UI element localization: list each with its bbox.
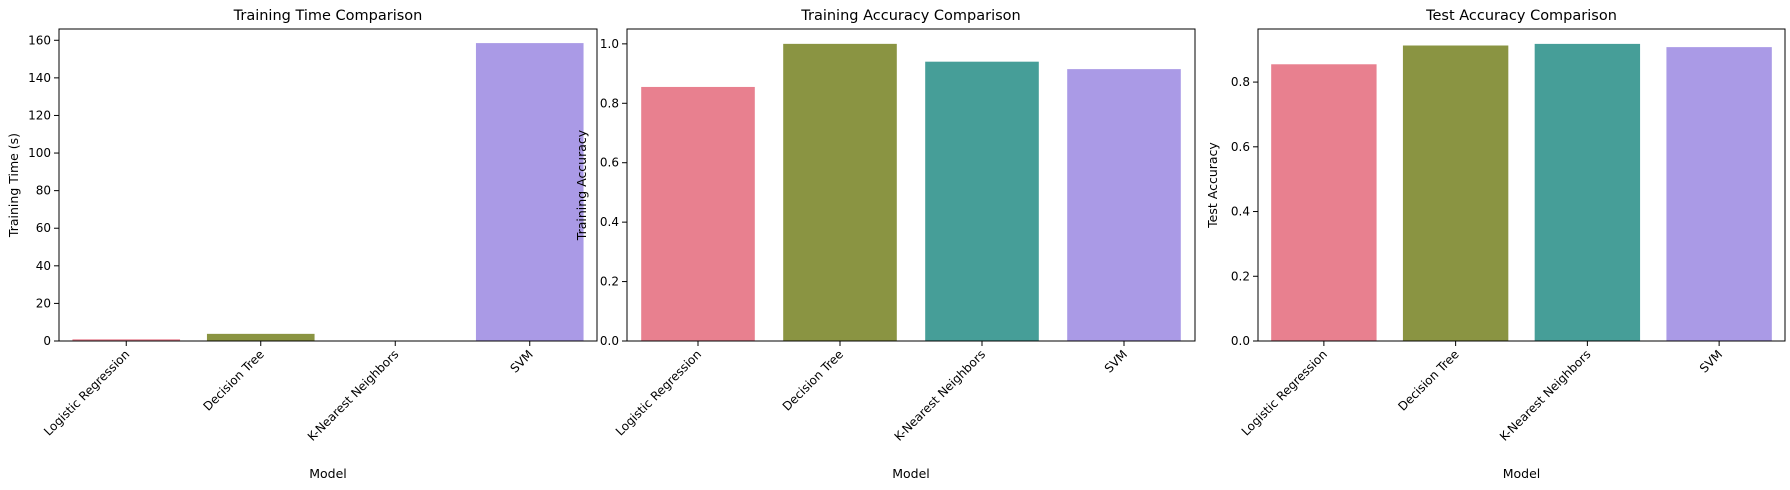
plot-frame — [626, 28, 1196, 342]
bar-2 — [783, 43, 897, 341]
y-tick-label: 0.8 — [1231, 75, 1250, 89]
bar-3 — [925, 61, 1039, 341]
y-tick-label: 0.0 — [1231, 334, 1250, 348]
x-tick-label: K-Nearest Neighbors — [892, 347, 989, 444]
x-ticks: Logistic Regression Decision Tree K-Neares… — [41, 341, 536, 444]
y-tick-label: 0.6 — [600, 156, 619, 170]
y-tick-label: 140 — [28, 71, 51, 85]
x-axis-label: Model — [309, 466, 347, 481]
bar-4 — [1666, 47, 1772, 341]
x-ticks: Logistic Regression Decision Tree K-Neares… — [1239, 341, 1725, 444]
y-tick-label: 0 — [43, 334, 51, 348]
y-tick-label: 0.4 — [1231, 205, 1250, 219]
y-ticks: 0.0 0.2 0.4 0.6 0.8 — [1231, 75, 1258, 348]
chart-title: Test Accuracy Comparison — [1425, 8, 1617, 24]
y-tick-label: 0.2 — [1231, 269, 1250, 283]
x-tick-label: Logistic Regression — [613, 347, 704, 438]
x-tick-label: SVM — [1697, 347, 1725, 375]
x-tick-label: SVM — [507, 347, 535, 375]
bar-1 — [1271, 64, 1377, 341]
bar-1 — [641, 86, 755, 341]
y-tick-label: 0.4 — [600, 215, 619, 229]
bars — [1271, 43, 1772, 341]
x-tick-label: Decision Tree — [1395, 347, 1461, 413]
bar-1 — [72, 339, 181, 341]
y-tick-label: 20 — [36, 296, 51, 310]
training-accuracy-chart: Training Accuracy Comparison Model Train… — [574, 8, 1196, 481]
x-ticks: Logistic Regression Decision Tree K-Neares… — [613, 341, 1130, 444]
y-ticks: 0.0 0.2 0.4 0.6 0.8 1.0 — [600, 37, 627, 348]
x-tick-label: SVM — [1102, 347, 1130, 375]
x-tick-label: Decision Tree — [780, 347, 846, 413]
y-tick-label: 1.0 — [600, 37, 619, 51]
x-tick-label: Decision Tree — [200, 347, 266, 413]
y-axis-label: Test Accuracy — [1205, 142, 1220, 229]
test-accuracy-chart: Test Accuracy Comparison Model Test Accu… — [1205, 8, 1786, 481]
y-tick-label: 60 — [36, 221, 51, 235]
plot-frame — [58, 28, 598, 342]
y-tick-label: 0.2 — [600, 275, 619, 289]
x-tick-label: K-Nearest Neighbors — [305, 347, 402, 444]
y-axis-label: Training Time (s) — [6, 133, 21, 238]
bar-4 — [1067, 69, 1181, 341]
x-axis-label: Model — [1503, 466, 1541, 481]
y-tick-label: 40 — [36, 259, 51, 273]
training-time-chart: Training Time Comparison Model Training … — [6, 8, 598, 481]
x-tick-label: K-Nearest Neighbors — [1497, 347, 1594, 444]
bar-4 — [475, 43, 584, 342]
x-tick-label: Logistic Regression — [41, 347, 132, 438]
y-tick-label: 0.0 — [600, 334, 619, 348]
y-tick-label: 80 — [36, 184, 51, 198]
y-tick-label: 120 — [28, 108, 51, 122]
bar-2 — [206, 333, 315, 341]
bars — [72, 43, 584, 342]
chart-title: Training Accuracy Comparison — [800, 8, 1020, 24]
y-tick-label: 100 — [28, 146, 51, 160]
x-tick-label: Logistic Regression — [1239, 347, 1330, 438]
y-axis-label: Training Accuracy — [574, 129, 589, 241]
y-tick-label: 0.6 — [1231, 140, 1250, 154]
plot-frame — [1257, 28, 1786, 342]
y-tick-label: 0.8 — [600, 96, 619, 110]
bars — [641, 43, 1181, 341]
bar-3 — [1534, 43, 1641, 341]
x-axis-label: Model — [892, 466, 930, 481]
y-ticks: 0 20 40 60 80 100 120 140 160 — [28, 33, 59, 348]
y-tick-label: 160 — [28, 33, 51, 47]
chart-title: Training Time Comparison — [233, 8, 423, 24]
bar-2 — [1402, 45, 1509, 341]
